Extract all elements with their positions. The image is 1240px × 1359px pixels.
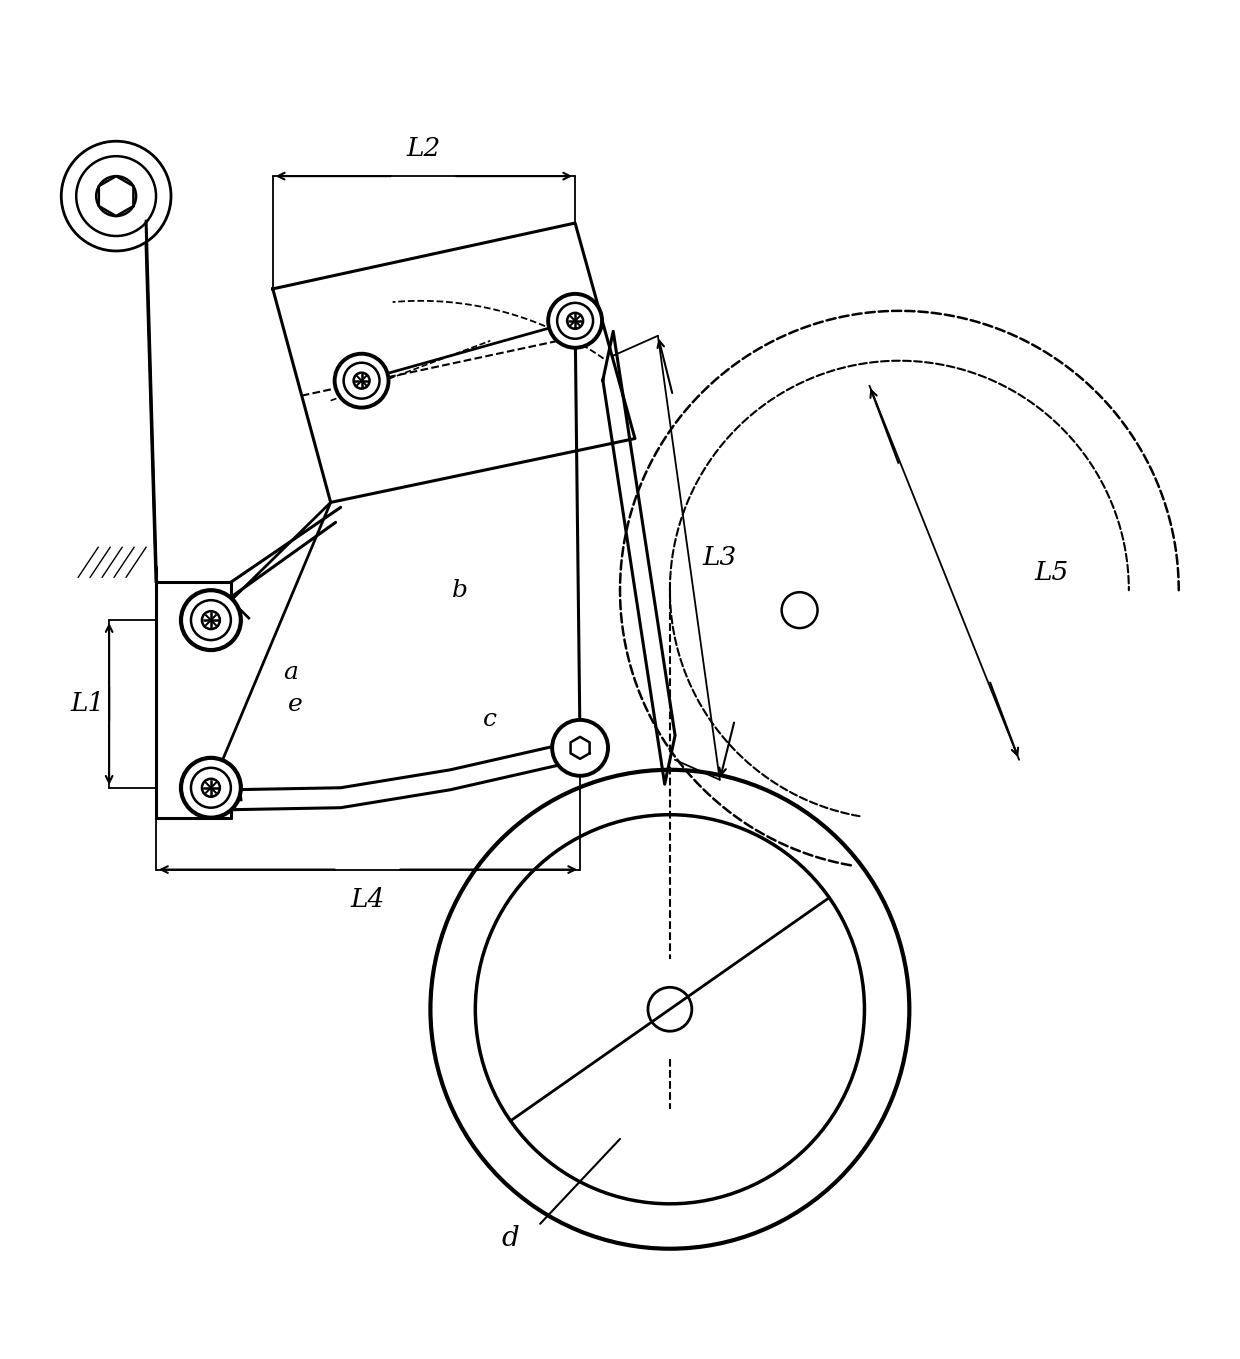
Text: a: a (283, 660, 298, 684)
Circle shape (335, 353, 388, 408)
Circle shape (181, 758, 241, 818)
Text: L3: L3 (703, 545, 737, 569)
Text: L5: L5 (1034, 560, 1069, 584)
Circle shape (181, 590, 241, 650)
Circle shape (548, 294, 603, 348)
Circle shape (552, 720, 608, 776)
Text: d: d (501, 1226, 520, 1252)
Text: b: b (453, 579, 469, 602)
Text: e: e (289, 693, 303, 716)
Text: c: c (484, 708, 497, 731)
Text: L4: L4 (351, 887, 384, 912)
Text: L1: L1 (71, 692, 104, 716)
Text: L2: L2 (407, 136, 440, 160)
